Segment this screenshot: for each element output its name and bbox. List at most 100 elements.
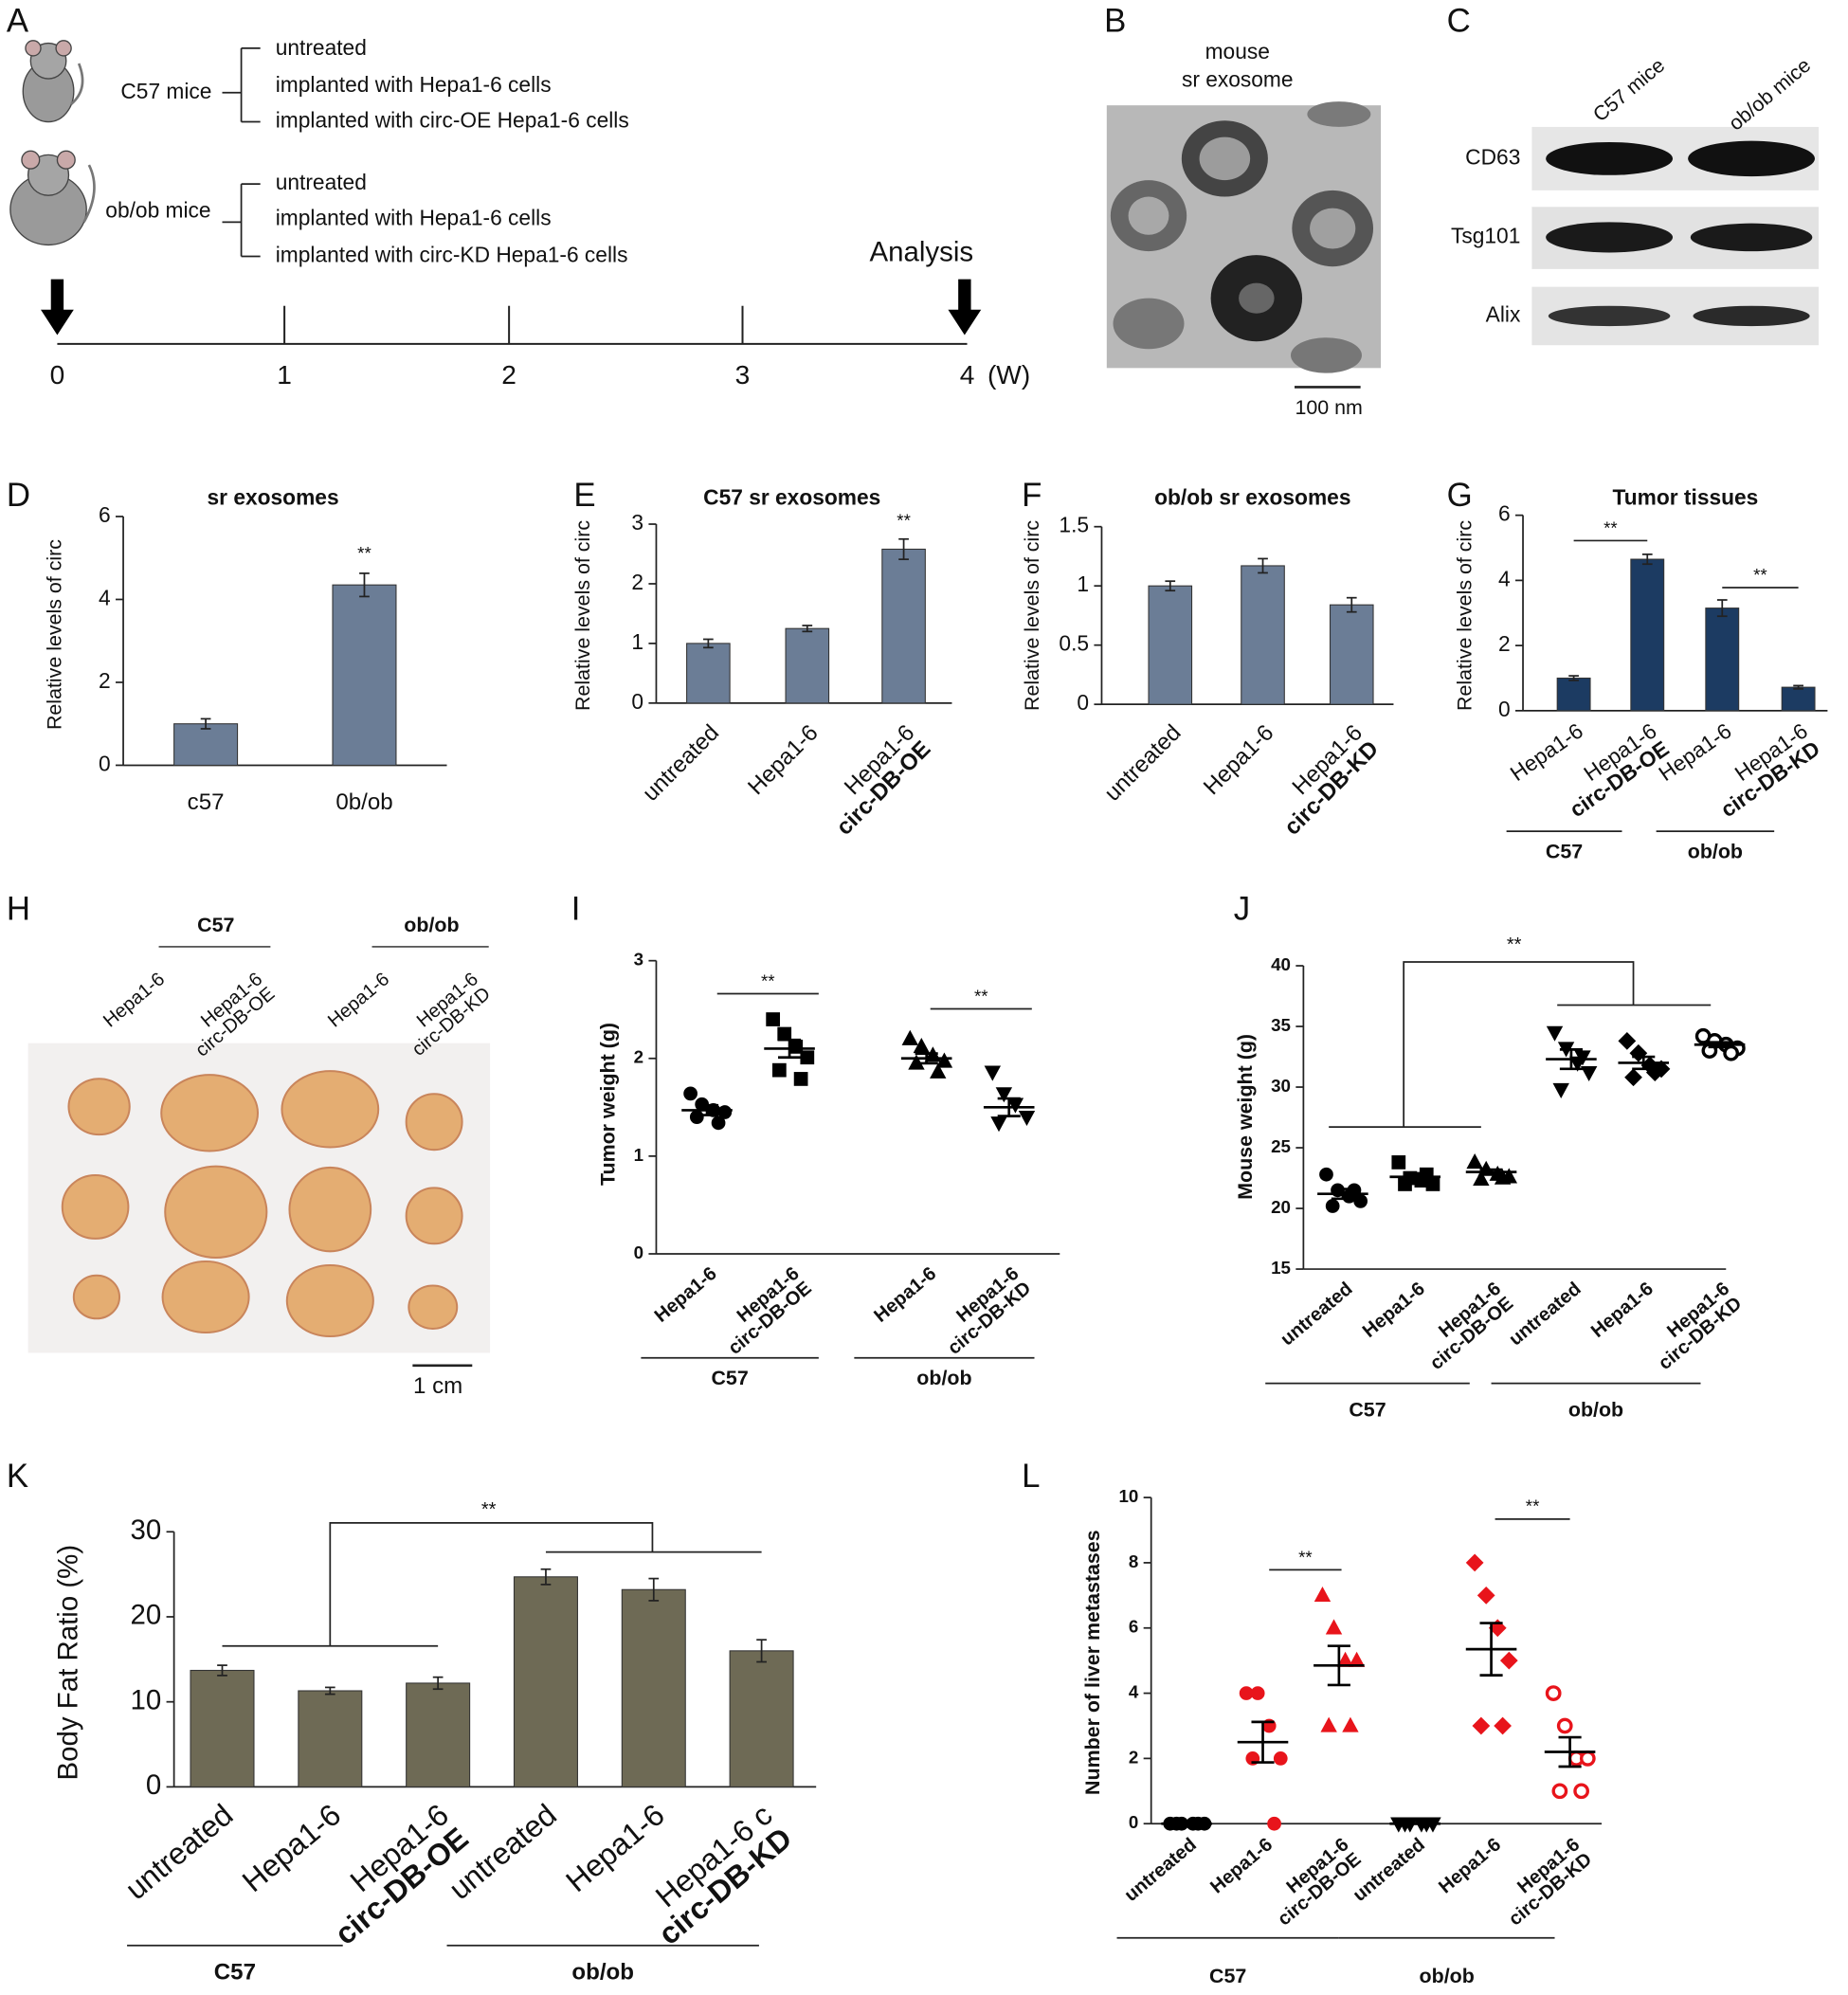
- group-item: untreated: [276, 35, 367, 60]
- panel-letter: K: [7, 1458, 28, 1495]
- x-tick-label: untreated: [638, 720, 724, 807]
- bar: [1241, 565, 1285, 705]
- point: [1348, 1651, 1366, 1667]
- point: [1018, 1110, 1036, 1127]
- point: [913, 1038, 931, 1054]
- group-label: C57: [1349, 1399, 1386, 1422]
- point: [995, 1087, 1013, 1103]
- timeline-label: 4: [960, 360, 975, 390]
- y-tick-label: 25: [1271, 1136, 1291, 1156]
- y-tick-label: 40: [1271, 954, 1291, 974]
- timeline-label: 0: [50, 360, 65, 390]
- point: [1273, 1751, 1288, 1766]
- panel-letter: D: [7, 477, 30, 514]
- y-tick-label: 20: [130, 1600, 161, 1631]
- point: [1314, 1586, 1332, 1603]
- group-item: implanted with circ-OE Hepa1-6 cells: [276, 108, 629, 133]
- y-tick-label: 3: [631, 510, 643, 535]
- x-tick-label: untreated: [1505, 1279, 1585, 1351]
- point: [1319, 1167, 1333, 1182]
- panel-letter: F: [1022, 477, 1042, 514]
- y-tick-label: 2: [631, 570, 643, 594]
- y-tick-label: 0.5: [1059, 631, 1089, 656]
- point: [777, 1026, 792, 1042]
- point: [1472, 1716, 1491, 1735]
- group-label: C57: [214, 1960, 256, 1986]
- y-tick-label: 1: [631, 629, 643, 654]
- y-tick-label: 0: [99, 751, 111, 775]
- point: [1579, 1750, 1596, 1767]
- y-axis-label: Number of liver metastases: [1081, 1530, 1104, 1795]
- point: [1499, 1651, 1518, 1670]
- y-tick-label: 6: [1498, 501, 1511, 526]
- x-tick-label: Hepa1-6: [1359, 1279, 1429, 1342]
- y-tick-label: 0: [1129, 1812, 1138, 1832]
- point: [766, 1012, 781, 1026]
- point: [984, 1065, 1002, 1081]
- y-tick-label: 20: [1271, 1197, 1291, 1217]
- point: [1325, 1199, 1340, 1213]
- group-label: C57: [1209, 1965, 1246, 1987]
- bar: [298, 1690, 363, 1787]
- point: [1477, 1586, 1495, 1605]
- bar: [785, 627, 830, 704]
- group-label: ob/ob: [1420, 1965, 1475, 1987]
- point: [1391, 1155, 1406, 1170]
- bar: [729, 1650, 794, 1787]
- row-label: Alix: [1486, 301, 1521, 326]
- point: [1573, 1783, 1590, 1800]
- point: [717, 1105, 733, 1119]
- panel-letter: B: [1104, 2, 1126, 39]
- panel-letter: J: [1234, 891, 1250, 928]
- chart-title: ob/ob sr exosomes: [1154, 484, 1350, 509]
- y-tick-label: 2: [1498, 631, 1511, 656]
- y-tick-label: 6: [1129, 1617, 1138, 1637]
- panel-letter: G: [1447, 477, 1473, 514]
- bar: [1781, 686, 1816, 712]
- timeline-label: 1: [277, 360, 292, 390]
- panel-letter: A: [7, 2, 29, 39]
- arrow: [948, 279, 982, 336]
- y-tick-label: 10: [130, 1684, 161, 1715]
- column-label: ob/ob mice: [1725, 54, 1816, 136]
- image-title: sr exosome: [1182, 67, 1294, 92]
- significance-label: **: [761, 970, 775, 990]
- point: [1473, 1170, 1490, 1187]
- y-axis-label: Mouse weight (g): [1234, 1034, 1257, 1200]
- bar: [1705, 608, 1740, 712]
- chart-title: sr exosomes: [208, 484, 339, 509]
- group-label: ob/ob: [404, 914, 459, 936]
- sample-label: Hepa1-6: [324, 969, 393, 1031]
- mouse-icon: [9, 150, 96, 246]
- panel-letter: H: [7, 891, 30, 928]
- point: [990, 1116, 1007, 1133]
- y-tick-label: 2: [1129, 1747, 1138, 1767]
- x-tick-label: Hepa1-6: [1199, 720, 1278, 800]
- point: [800, 1050, 815, 1065]
- design-brackets: [222, 47, 261, 258]
- y-tick-label: 1: [634, 1145, 643, 1165]
- group-name: ob/ob mice: [105, 198, 210, 223]
- point: [1239, 1686, 1254, 1700]
- y-tick-label: 2: [99, 668, 111, 693]
- x-tick-label: Hepa1-6: [1435, 1834, 1505, 1897]
- x-tick-label: c57: [188, 789, 225, 815]
- panel-letter: E: [573, 477, 595, 514]
- point: [1465, 1553, 1484, 1572]
- mouse-icon: [22, 40, 84, 123]
- x-tick-label: untreated: [1121, 1834, 1201, 1906]
- timeline-label: 2: [501, 360, 516, 390]
- tumor-photo: [27, 1043, 491, 1353]
- x-tick-label: Hepa1-6: [870, 1263, 940, 1327]
- bar: [881, 548, 926, 704]
- point: [1494, 1169, 1512, 1185]
- point: [1320, 1716, 1337, 1732]
- point: [901, 1029, 918, 1045]
- y-tick-label: 8: [1129, 1551, 1138, 1571]
- point: [1466, 1153, 1483, 1170]
- bar: [513, 1576, 578, 1787]
- y-axis-label: Relative levels of circ: [1021, 520, 1043, 711]
- y-axis-label: Relative levels of circ: [571, 520, 594, 711]
- group-name: C57 mice: [120, 79, 211, 103]
- point: [1336, 1651, 1354, 1667]
